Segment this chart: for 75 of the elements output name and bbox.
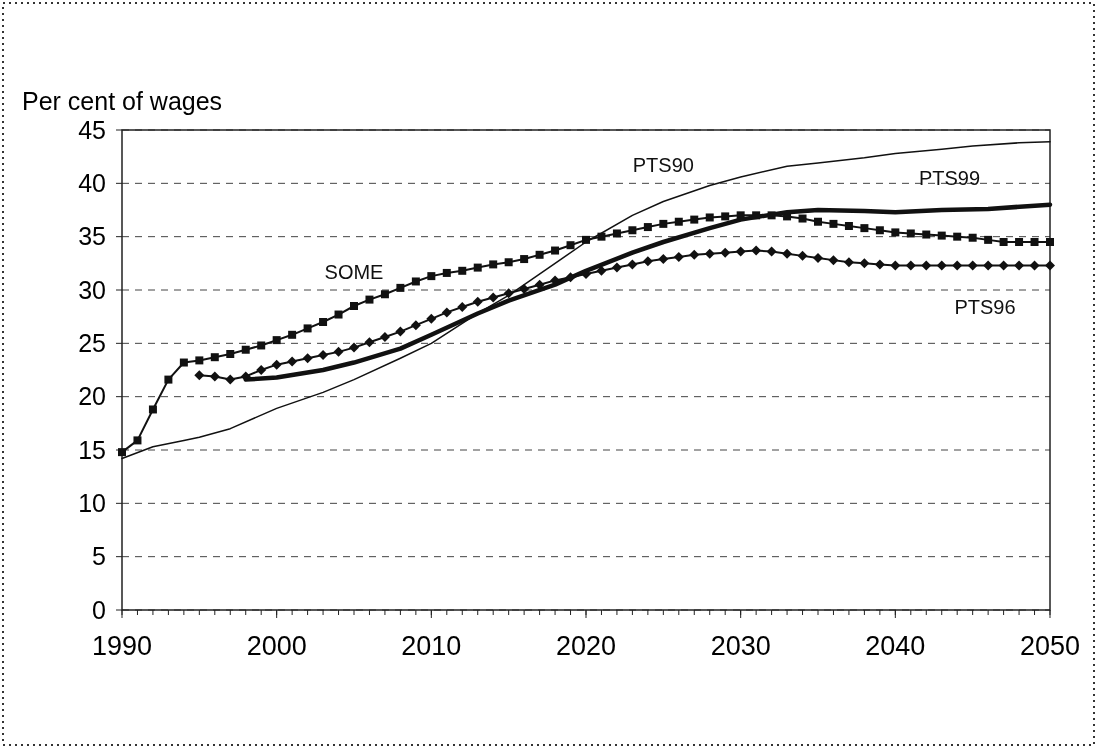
point <box>627 259 638 270</box>
point <box>488 292 499 303</box>
point <box>828 255 839 266</box>
y-tick-label: 45 <box>78 115 106 144</box>
point <box>998 260 1009 271</box>
point <box>441 307 452 318</box>
y-tick-label: 15 <box>78 435 106 464</box>
point <box>256 365 267 375</box>
point <box>751 245 762 256</box>
series-label: PTS96 <box>954 296 1016 319</box>
y-tick-label: 35 <box>78 222 106 251</box>
point <box>519 283 530 294</box>
x-tick-label: 2020 <box>555 631 617 661</box>
point <box>874 259 885 270</box>
y-tick-label: 25 <box>78 329 106 358</box>
point <box>642 256 653 267</box>
point <box>410 320 421 331</box>
point <box>983 260 994 271</box>
point <box>1029 260 1040 271</box>
point <box>720 247 731 258</box>
point <box>658 254 669 265</box>
point <box>813 253 823 263</box>
point <box>890 260 901 271</box>
point <box>426 313 437 324</box>
x-tick-label: 2000 <box>246 631 307 661</box>
point <box>967 260 978 271</box>
x-tick-label: 2050 <box>1019 631 1081 661</box>
y-tick-label: 30 <box>78 275 106 304</box>
x-tick-label: 1990 <box>91 631 153 661</box>
point <box>782 248 793 259</box>
point <box>287 356 298 367</box>
point <box>859 258 870 269</box>
y-tick-label: 0 <box>92 595 106 624</box>
point <box>565 272 576 283</box>
point <box>395 326 406 337</box>
point <box>209 371 220 382</box>
point <box>194 370 205 381</box>
series-label: PTS99 <box>918 167 981 189</box>
point <box>349 342 359 353</box>
point <box>952 260 963 271</box>
point <box>240 371 251 382</box>
point <box>921 260 932 271</box>
point <box>673 251 684 262</box>
point <box>704 248 715 259</box>
point <box>503 288 514 299</box>
point <box>596 265 607 276</box>
point <box>611 262 622 273</box>
y-tick-label: 20 <box>78 382 106 411</box>
point <box>318 350 329 361</box>
point <box>735 246 746 257</box>
point <box>1045 260 1055 271</box>
point <box>797 250 808 261</box>
y-tick-label: 10 <box>78 489 106 518</box>
x-tick-label: 2040 <box>865 631 926 661</box>
point <box>333 346 344 357</box>
y-tick-label: 5 <box>92 542 106 571</box>
point <box>457 302 468 313</box>
point <box>379 331 390 342</box>
point <box>364 337 375 348</box>
point <box>225 374 236 385</box>
point <box>1014 260 1025 271</box>
point <box>689 249 700 260</box>
point <box>472 296 483 307</box>
y-axis-title: Per cent of wages <box>22 87 223 115</box>
point <box>843 257 854 268</box>
y-tick-label: 40 <box>78 169 106 198</box>
x-tick-label: 2030 <box>710 631 771 661</box>
point <box>302 353 313 364</box>
point <box>936 260 947 271</box>
x-tick-label: 2010 <box>401 631 462 661</box>
point <box>905 260 916 271</box>
series-label: SOME <box>324 260 384 283</box>
point <box>271 359 282 370</box>
point <box>766 246 777 257</box>
series-label: PTS90 <box>632 154 694 177</box>
